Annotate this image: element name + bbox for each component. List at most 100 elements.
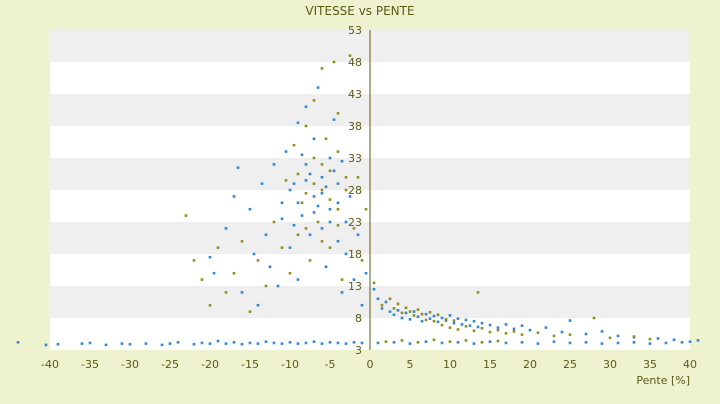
scatter-point-series-1 — [292, 182, 296, 185]
x-tick-label: -20 — [201, 358, 219, 371]
scatter-point-series-2 — [412, 314, 416, 317]
x-tick-label: -10 — [281, 358, 299, 371]
scatter-point-series-2 — [504, 332, 508, 335]
x-tick-label: 20 — [523, 358, 537, 371]
scatter-point-series-1 — [252, 252, 256, 256]
scatter-point-series-1 — [352, 341, 356, 344]
scatter-point-series-1 — [600, 330, 604, 333]
scatter-point-series-2 — [320, 67, 324, 70]
scatter-point-series-1 — [376, 297, 380, 301]
scatter-point-series-1 — [308, 233, 312, 237]
scatter-point-series-2 — [340, 278, 344, 281]
scatter-point-series-1 — [312, 211, 316, 214]
scatter-point-series-1 — [400, 316, 404, 320]
scatter-point-series-1 — [648, 342, 652, 345]
scatter-point-series-1 — [296, 278, 300, 281]
scatter-point-series-1 — [280, 201, 284, 205]
chart-title: VITESSE vs PENTE — [305, 4, 414, 18]
scatter-point-series-2 — [324, 137, 328, 141]
scatter-point-series-1 — [360, 303, 364, 307]
scatter-point-series-2 — [304, 124, 308, 128]
scatter-point-series-1 — [44, 343, 48, 347]
scatter-point-series-1 — [16, 341, 20, 344]
scatter-point-series-2 — [312, 156, 316, 160]
scatter-point-series-1 — [308, 172, 312, 176]
scatter-point-series-2 — [416, 308, 420, 311]
scatter-point-series-1 — [340, 291, 344, 294]
scatter-point-series-1 — [236, 166, 240, 169]
scatter-point-series-2 — [408, 310, 412, 313]
scatter-point-series-1 — [324, 185, 328, 189]
x-tick-label: -30 — [121, 358, 139, 371]
scatter-point-series-2 — [420, 312, 424, 316]
scatter-point-series-1 — [352, 278, 356, 281]
scatter-point-series-1 — [344, 342, 348, 345]
x-tick-label: 0 — [367, 358, 374, 371]
scatter-point-series-1 — [320, 342, 324, 345]
scatter-point-series-2 — [328, 169, 332, 173]
scatter-point-series-1 — [248, 341, 252, 345]
scatter-point-series-1 — [488, 323, 492, 327]
scatter-point-series-2 — [288, 271, 292, 275]
scatter-point-series-1 — [424, 312, 428, 316]
scatter-point-series-1 — [544, 326, 548, 329]
scatter-point-series-1 — [584, 332, 588, 336]
scatter-point-series-1 — [176, 341, 180, 344]
scatter-point-series-2 — [256, 259, 260, 262]
scatter-point-series-1 — [552, 340, 556, 343]
scatter-point-series-2 — [224, 291, 228, 294]
scatter-point-series-1 — [504, 323, 508, 326]
scatter-point-series-1 — [364, 271, 368, 275]
scatter-point-series-1 — [528, 328, 532, 332]
x-tick-label: 40 — [683, 358, 697, 371]
scatter-point-series-2 — [404, 306, 408, 310]
scatter-point-series-2 — [448, 340, 452, 343]
scatter-point-series-2 — [608, 336, 612, 340]
scatter-point-series-1 — [248, 207, 252, 211]
scatter-point-series-2 — [428, 310, 432, 314]
scatter-point-series-1 — [664, 341, 668, 345]
scatter-point-series-1 — [312, 340, 316, 343]
scatter-point-series-2 — [632, 335, 636, 338]
scatter-point-series-1 — [144, 342, 148, 345]
scatter-point-series-1 — [680, 341, 684, 344]
scatter-point-series-1 — [280, 342, 284, 345]
scatter-point-series-1 — [296, 201, 300, 205]
scatter-point-series-1 — [412, 310, 416, 313]
scatter-point-series-1 — [312, 137, 316, 141]
scatter-point-series-1 — [616, 334, 620, 338]
scatter-point-series-1 — [344, 220, 348, 224]
scatter-point-series-2 — [380, 303, 384, 307]
scatter-point-series-1 — [272, 163, 276, 166]
scatter-point-series-1 — [256, 342, 260, 345]
x-tick-label: 35 — [643, 358, 657, 371]
scatter-point-series-2 — [472, 329, 476, 333]
scatter-point-series-1 — [376, 341, 380, 345]
scatter-point-series-2 — [452, 319, 456, 322]
scatter-point-series-2 — [208, 303, 212, 307]
scatter-point-series-2 — [384, 340, 388, 343]
scatter-point-series-1 — [292, 223, 296, 227]
scatter-point-series-1 — [168, 342, 172, 345]
scatter-point-series-1 — [424, 340, 428, 343]
scatter-point-series-1 — [216, 339, 220, 343]
scatter-point-series-1 — [536, 342, 540, 345]
scatter-point-series-2 — [296, 172, 300, 176]
scatter-point-series-2 — [648, 337, 652, 341]
scatter-point-series-2 — [336, 207, 340, 211]
scatter-point-series-2 — [272, 220, 276, 224]
scatter-point-series-2 — [400, 339, 404, 342]
scatter-point-series-2 — [300, 201, 304, 205]
scatter-point-series-2 — [496, 339, 500, 343]
scatter-point-series-2 — [344, 175, 348, 179]
scatter-point-series-2 — [232, 271, 236, 275]
scatter-point-series-1 — [448, 314, 452, 317]
x-axis-label: Pente [%] — [636, 374, 690, 387]
scatter-point-series-1 — [568, 341, 572, 345]
scatter-point-series-1 — [200, 341, 204, 345]
scatter-point-series-2 — [200, 278, 204, 281]
scatter-point-series-1 — [452, 321, 456, 325]
y-tick-label: 38 — [348, 120, 362, 133]
scatter-point-series-1 — [456, 341, 460, 344]
scatter-point-series-1 — [272, 341, 276, 345]
